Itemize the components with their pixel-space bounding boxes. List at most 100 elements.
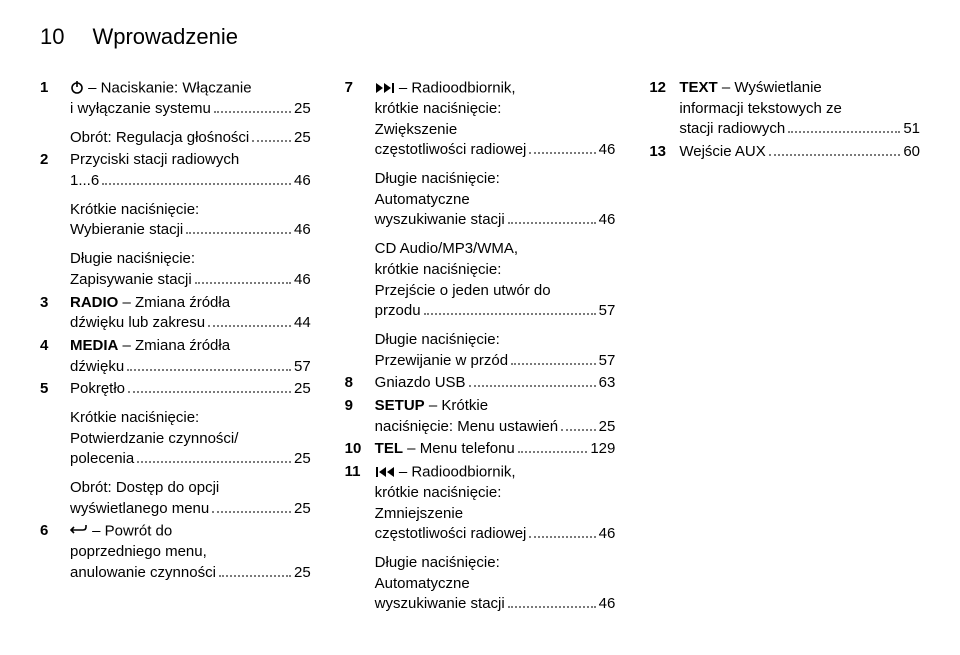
leader-dots	[137, 461, 291, 463]
entry-text: Zapisywanie stacji	[70, 270, 192, 291]
entry-8: 8 Gniazdo USB 63	[345, 373, 616, 394]
entry-text: CD Audio/MP3/WMA,	[375, 240, 518, 257]
page-ref: 46	[599, 140, 616, 161]
leader-dots	[508, 222, 596, 224]
column-2: 7 – Radioodbiornik, krótkie naciśnięcie:…	[345, 78, 616, 617]
entry-number: 8	[345, 373, 367, 394]
entry-text: częstotliwości radiowej	[375, 524, 527, 545]
entry-text: stacji radiowych	[679, 119, 785, 140]
manual-page: 10 Wprowadzenie 1 – Naciskanie: Włączani…	[0, 0, 960, 641]
entry-text: i wyłączanie systemu	[70, 99, 211, 120]
page-ref: 44	[294, 313, 311, 334]
entry-12: 12 TEXT – Wyświetlanie informacji teksto…	[649, 78, 920, 140]
entry-text: polecenia	[70, 449, 134, 470]
entry-text: Krótkie naciśnięcie:	[70, 201, 199, 218]
entry-text: Obrót: Regulacja głośności	[70, 128, 249, 149]
entry-text: 1...6	[70, 171, 99, 192]
entry-label: TEXT	[679, 79, 717, 96]
page-ref: 129	[590, 439, 615, 460]
entry-number: 7	[345, 78, 367, 99]
page-ref: 25	[599, 417, 616, 438]
entry-number: 6	[40, 521, 62, 542]
page-ref: 46	[294, 171, 311, 192]
columns: 1 – Naciskanie: Włączanie i wyłączanie s…	[40, 78, 920, 617]
leader-dots	[208, 325, 291, 327]
entry-text: dźwięku	[70, 357, 124, 378]
entry-13: 13 Wejście AUX 60	[649, 142, 920, 163]
entry-text: Długie naciśnięcie:	[375, 554, 500, 571]
entry-text: – Wyświetlanie	[718, 79, 822, 96]
page-ref: 25	[294, 128, 311, 149]
page-ref: 57	[294, 357, 311, 378]
entry-number: 3	[40, 293, 62, 314]
entry-text: Pokrętło	[70, 379, 125, 400]
entry-number: 13	[649, 142, 671, 163]
sub-entry: Długie naciśnięcie: Przewijanie w przód …	[375, 330, 616, 371]
entry-text: Wybieranie stacji	[70, 220, 183, 241]
entry-text: – Naciskanie: Włączanie	[88, 79, 251, 96]
leader-dots	[424, 313, 596, 315]
page-ref: 57	[599, 301, 616, 322]
entry-1: 1 – Naciskanie: Włączanie i wyłączanie s…	[40, 78, 311, 120]
entry-label: RADIO	[70, 294, 118, 311]
entry-text: Długie naciśnięcie:	[375, 331, 500, 348]
column-1: 1 – Naciskanie: Włączanie i wyłączanie s…	[40, 78, 311, 617]
entry-text: Krótkie naciśnięcie:	[70, 409, 199, 426]
entry-text: krótkie naciśnięcie:	[375, 100, 502, 117]
entry-2: 2 Przyciski stacji radiowych 1...6 46	[40, 150, 311, 191]
entry-label: SETUP	[375, 397, 425, 414]
column-3: 12 TEXT – Wyświetlanie informacji teksto…	[649, 78, 920, 617]
entry-text: Gniazdo USB	[375, 373, 466, 394]
entry-number: 4	[40, 336, 62, 357]
sub-entry: Długie naciśnięcie: Automatyczne wyszuki…	[375, 169, 616, 231]
leader-dots	[186, 232, 291, 234]
entry-text: wyświetlanego menu	[70, 499, 209, 520]
page-ref: 57	[599, 351, 616, 372]
page-ref: 46	[599, 210, 616, 231]
page-ref: 25	[294, 563, 311, 584]
entry-text: Przejście o jeden utwór do	[375, 282, 551, 299]
page-ref: 25	[294, 499, 311, 520]
entry-text: – Menu telefonu	[403, 440, 515, 457]
entry-text: wyszukiwanie stacji	[375, 594, 505, 615]
entry-text: częstotliwości radiowej	[375, 140, 527, 161]
entry-11: 11 – Radioodbiornik, krótkie naciśnięcie…	[345, 462, 616, 545]
page-ref: 51	[903, 119, 920, 140]
leader-dots	[511, 363, 596, 365]
leader-dots	[212, 511, 291, 513]
leader-dots	[219, 575, 291, 577]
entry-text: Zwiększenie	[375, 121, 458, 138]
leader-dots	[469, 385, 596, 387]
page-ref: 46	[294, 270, 311, 291]
sub-entry: CD Audio/MP3/WMA, krótkie naciśnięcie: P…	[375, 239, 616, 322]
sub-entry: Krótkie naciśnięcie: Potwierdzanie czynn…	[70, 408, 311, 470]
leader-dots	[788, 131, 900, 133]
entry-number: 10	[345, 439, 367, 460]
entry-7: 7 – Radioodbiornik, krótkie naciśnięcie:…	[345, 78, 616, 161]
entry-6: 6 – Powrót do poprzedniego menu, anulowa…	[40, 521, 311, 583]
entry-number: 9	[345, 396, 367, 417]
leader-dots	[252, 140, 291, 142]
leader-dots	[127, 369, 291, 371]
entry-4: 4 MEDIA – Zmiana źródła dźwięku 57	[40, 336, 311, 377]
page-ref: 25	[294, 99, 311, 120]
entry-text: Zmniejszenie	[375, 505, 463, 522]
leader-dots	[195, 282, 291, 284]
entry-text: – Powrót do	[92, 523, 172, 540]
entry-text: Przyciski stacji radiowych	[70, 151, 239, 168]
leader-dots	[518, 451, 588, 453]
entry-text: krótkie naciśnięcie:	[375, 484, 502, 501]
entry-text: Automatyczne	[375, 575, 470, 592]
sub-entry: Obrót: Regulacja głośności 25	[70, 128, 311, 149]
entry-text: Przewijanie w przód	[375, 351, 508, 372]
entry-text: Wejście AUX	[679, 142, 765, 163]
leader-dots	[529, 536, 595, 538]
page-ref: 25	[294, 449, 311, 470]
entry-text: Długie naciśnięcie:	[70, 250, 195, 267]
leader-dots	[214, 111, 291, 113]
entry-text: naciśnięcie: Menu ustawień	[375, 417, 558, 438]
entry-5: 5 Pokrętło 25	[40, 379, 311, 400]
entry-text: krótkie naciśnięcie:	[375, 261, 502, 278]
entry-9: 9 SETUP – Krótkie naciśnięcie: Menu usta…	[345, 396, 616, 437]
entry-label: MEDIA	[70, 337, 118, 354]
